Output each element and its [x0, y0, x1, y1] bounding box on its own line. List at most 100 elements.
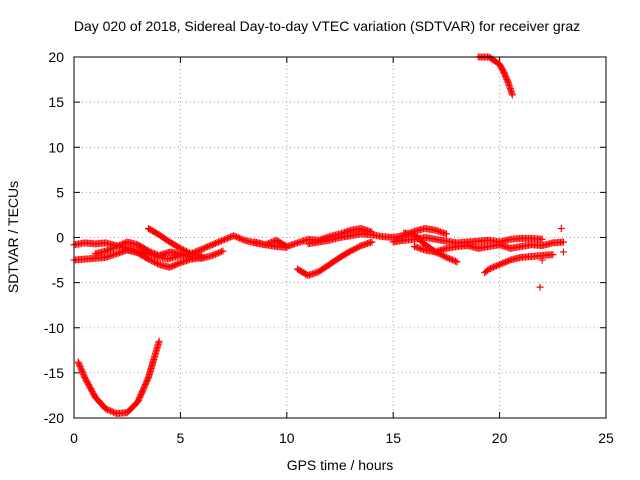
data-point: [436, 250, 444, 258]
data-point: [225, 234, 233, 242]
data-point: [217, 237, 225, 245]
data-point: [219, 236, 227, 244]
data-point: [504, 77, 512, 85]
data-point: [106, 407, 114, 415]
data-point: [116, 241, 124, 249]
data-point: [216, 248, 224, 256]
data-point: [239, 236, 247, 244]
data-point: [354, 243, 362, 251]
data-point: [448, 256, 456, 264]
data-point: [152, 250, 160, 258]
data-point: [224, 234, 232, 242]
data-point: [491, 263, 499, 271]
data-point: [538, 256, 546, 264]
data-point: [500, 259, 508, 267]
data-point: [199, 245, 207, 253]
data-point: [184, 248, 192, 256]
series-track-b: [70, 246, 206, 271]
series-track-d: [144, 224, 206, 260]
data-point: [152, 259, 160, 267]
data-point: [450, 257, 458, 265]
data-point: [444, 254, 452, 262]
data-point: [149, 249, 157, 257]
data-point: [207, 241, 215, 249]
data-point: [432, 248, 440, 256]
data-point: [268, 238, 276, 246]
data-point: [80, 372, 88, 380]
data-point: [536, 283, 544, 291]
data-point: [198, 252, 206, 260]
data-point: [497, 260, 505, 268]
data-point: [210, 251, 218, 259]
y-tick-label: -15: [44, 365, 64, 381]
data-point: [353, 244, 361, 252]
series-track-g: [304, 224, 450, 248]
data-point: [181, 247, 189, 255]
data-point: [202, 243, 210, 251]
data-point: [208, 241, 216, 249]
data-point: [198, 245, 206, 253]
data-point: [447, 255, 455, 263]
data-point: [144, 255, 152, 263]
data-point: [496, 261, 504, 269]
data-point: [502, 258, 510, 266]
data-point: [77, 364, 85, 372]
data-point: [214, 238, 222, 246]
data-point: [108, 408, 116, 416]
x-tick-label: 0: [70, 430, 78, 446]
data-point: [490, 263, 498, 271]
series-track-k: [481, 251, 557, 277]
data-point: [222, 235, 230, 243]
data-point: [106, 245, 114, 253]
data-point: [227, 233, 235, 241]
data-point: [499, 259, 507, 267]
plot-frame: [73, 56, 607, 419]
data-point: [211, 239, 219, 247]
data-point: [173, 260, 181, 268]
data-point: [204, 243, 212, 251]
data-point: [263, 240, 271, 248]
data-point: [485, 265, 493, 273]
data-point: [102, 405, 110, 413]
data-point: [179, 246, 187, 254]
data-point: [176, 244, 184, 252]
data-point: [452, 257, 460, 265]
x-tick-label: 5: [177, 430, 185, 446]
data-point: [219, 247, 227, 255]
data-point: [208, 252, 216, 260]
data-point: [503, 257, 511, 265]
data-point: [493, 262, 501, 270]
data-point: [351, 245, 359, 253]
data-point: [266, 239, 274, 247]
data-point: [230, 232, 238, 240]
data-point: [201, 244, 209, 252]
data-point: [151, 250, 159, 258]
data-point: [494, 261, 502, 269]
data-point: [79, 370, 87, 378]
data-point: [186, 249, 194, 257]
data-point: [442, 230, 450, 238]
x-tick-label: 15: [385, 430, 401, 446]
data-point: [74, 358, 82, 366]
data-point: [439, 252, 447, 260]
data-point: [113, 243, 121, 251]
data-point: [234, 234, 242, 242]
data-point: [356, 242, 364, 250]
data-point: [105, 246, 113, 254]
data-point: [211, 250, 219, 258]
y-tick-label: -10: [44, 320, 64, 336]
data-point: [146, 248, 154, 256]
data-point: [557, 224, 565, 232]
data-point: [559, 248, 567, 256]
data-point: [117, 241, 125, 249]
data-point: [146, 256, 154, 264]
data-point: [175, 259, 183, 267]
series-track-f: [293, 238, 376, 279]
data-point: [348, 246, 356, 254]
data-point: [167, 263, 175, 271]
data-point: [155, 337, 163, 345]
data-point: [213, 250, 221, 258]
data-point: [77, 366, 85, 374]
data-point: [79, 369, 87, 377]
data-point: [75, 360, 83, 368]
